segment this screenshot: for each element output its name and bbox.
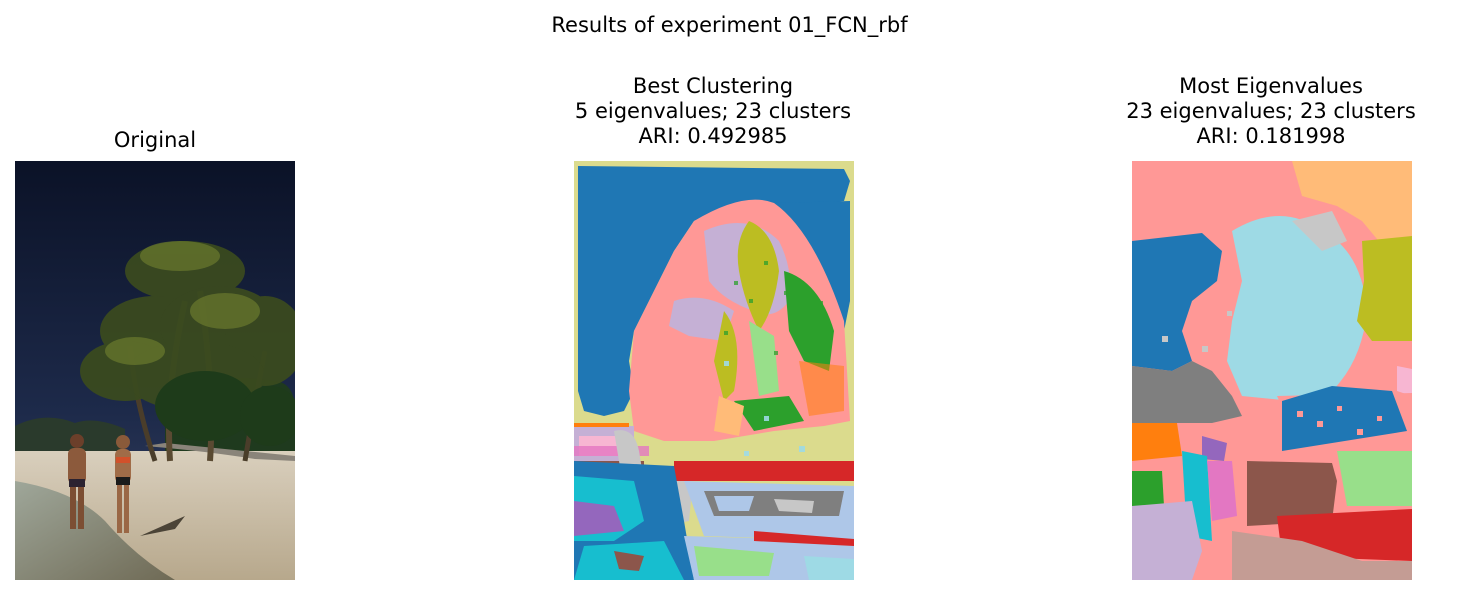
figure-suptitle: Results of experiment 01_FCN_rbf [551,13,908,37]
panel-title-line: Best Clustering [632,74,794,98]
panel-title-line: 5 eigenvalues; 23 clusters [574,99,852,123]
panel-title-line: ARI: 0.492985 [638,124,788,148]
panel-title-line: 23 eigenvalues; 23 clusters [1126,99,1416,123]
most-eigenvalues-image [1132,161,1412,580]
panel-title-line: Original [113,128,197,152]
panel-title-line: ARI: 0.181998 [1196,124,1346,148]
panel-title-line: Most Eigenvalues [1179,74,1363,98]
best-clustering-image [574,161,854,580]
panel-title-most: Most Eigenvalues 23 eigenvalues; 23 clus… [1071,74,1459,149]
panel-title-best: Best Clustering 5 eigenvalues; 23 cluste… [513,74,913,149]
original-image [15,161,295,580]
panel-title-original: Original [0,128,355,153]
